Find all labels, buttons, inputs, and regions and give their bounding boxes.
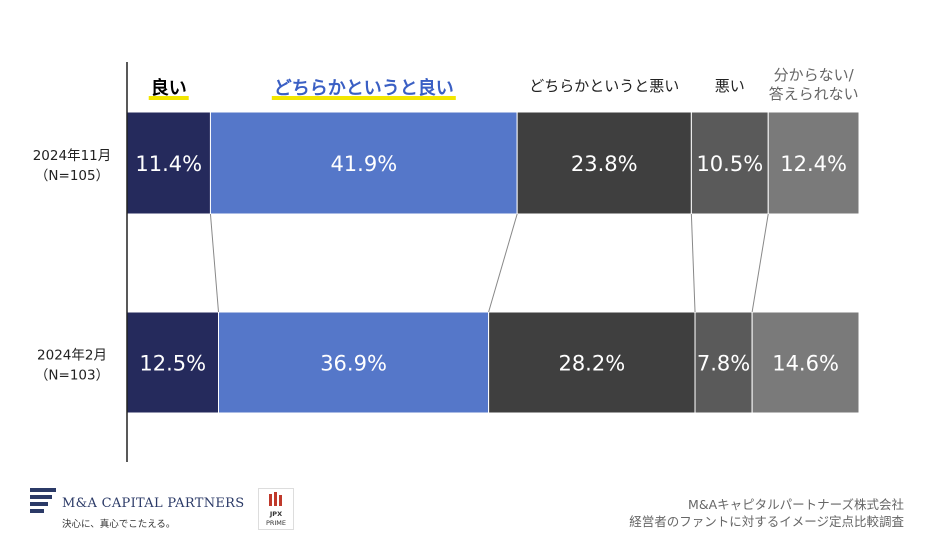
data-label: 41.9% (330, 152, 397, 176)
company-logo-tagline: 決心に、真心でこたえる。 (62, 519, 176, 530)
jpx-label: JPX (269, 510, 283, 518)
connector-line (488, 213, 518, 313)
company-logo: M&A CAPITAL PARTNERS 決心に、真心でこたえる。 (28, 480, 245, 530)
legend-label: 悪い (715, 77, 745, 95)
data-label: 12.4% (780, 152, 847, 176)
data-label: 28.2% (558, 352, 625, 376)
bar-segment (751, 311, 860, 414)
company-logo-icon (30, 488, 56, 513)
bar-segment (694, 311, 753, 414)
prime-label: PRIME (265, 519, 287, 527)
footer-survey: 経営者のファントに対するイメージ定点比較調査 (629, 514, 904, 529)
jpx-prime-badge: JPX PRIME (258, 488, 294, 530)
category-label: 2024年2月 (37, 348, 107, 364)
data-label: 14.6% (772, 352, 839, 376)
bar-segment (209, 111, 518, 215)
bar-segment (126, 111, 211, 215)
company-logo-name: M&A CAPITAL PARTNERS (62, 496, 245, 511)
data-label: 10.5% (696, 152, 763, 176)
data-label: 12.5% (139, 352, 206, 376)
bar-segment (516, 111, 692, 215)
bar-segment (488, 311, 696, 414)
footer-source: M&Aキャピタルパートナーズ株式会社 経営者のファントに対するイメージ定点比較調… (629, 496, 904, 530)
data-label: 11.4% (135, 152, 202, 176)
bar-segment (690, 111, 769, 215)
connector-line (209, 213, 219, 313)
bar-segment (767, 111, 860, 215)
legend-label: 分からない/ (774, 66, 855, 84)
category-label: （N=105） (35, 168, 109, 184)
bar-segment (218, 311, 490, 414)
connector-line (751, 213, 769, 313)
connector-line (690, 213, 696, 313)
data-label: 7.8% (697, 352, 750, 376)
category-label: 2024年11月 (33, 148, 112, 164)
data-label: 23.8% (571, 152, 638, 176)
legend-label: どちらかというと良い (274, 77, 454, 99)
jpx-mark-icon (269, 492, 282, 506)
data-label: 36.9% (320, 352, 387, 376)
legend-label: どちらかというと悪い (529, 77, 679, 95)
bar-segment (126, 311, 219, 414)
footer-company: M&Aキャピタルパートナーズ株式会社 (688, 497, 904, 512)
legend-label: 良い (151, 77, 187, 99)
legend-label: 答えられない (769, 85, 859, 103)
category-label: （N=103） (35, 368, 109, 384)
